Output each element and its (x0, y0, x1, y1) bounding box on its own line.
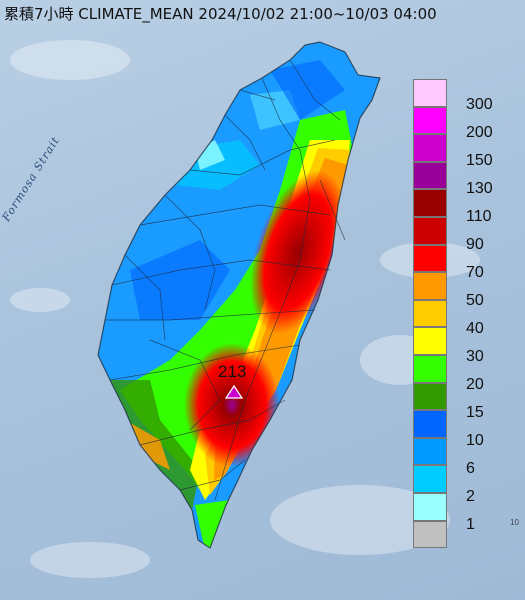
corner-mark: 10 (510, 518, 519, 527)
legend-label-150: 150 (466, 152, 493, 169)
legend-swatch-40 (413, 299, 447, 328)
legend-label-300: 300 (466, 96, 493, 113)
legend-swatch-90 (413, 217, 447, 245)
boundaries (97, 41, 381, 549)
legend-swatch-130 (413, 161, 447, 190)
legend-label-110: 110 (466, 208, 492, 225)
legend-label-50: 50 (466, 292, 484, 309)
legend-swatch-300 (413, 79, 447, 107)
legend-label-2: 2 (466, 488, 475, 505)
legend-swatch-30 (413, 327, 447, 355)
legend-label-200: 200 (466, 124, 493, 141)
legend-swatch-20 (413, 355, 447, 383)
legend-label-10: 10 (466, 432, 484, 449)
legend-label-70: 70 (466, 264, 484, 281)
map-title: 累積7小時 CLIMATE_MEAN 2024/10/02 21:00~10/0… (4, 5, 437, 23)
peak-triangle-icon (224, 384, 244, 399)
legend-label-90: 90 (466, 236, 484, 253)
legend-swatch-2 (413, 465, 447, 493)
legend-label-130: 130 (466, 180, 493, 197)
legend-label-20: 20 (466, 376, 484, 393)
legend-label-15: 15 (466, 404, 484, 421)
legend-label-1: 1 (466, 516, 475, 533)
legend-swatch-150 (413, 134, 447, 162)
legend-swatch-6 (413, 437, 447, 466)
legend-swatch-50 (413, 272, 447, 300)
legend-label-40: 40 (466, 320, 484, 337)
legend-label-6: 6 (466, 460, 475, 477)
legend-swatch-70 (413, 244, 447, 273)
legend-swatch-0 (413, 520, 447, 549)
legend-swatch-15 (413, 382, 447, 411)
legend-swatch-200 (413, 106, 447, 135)
legend-swatch-10 (413, 410, 447, 438)
legend-swatch-1 (413, 493, 447, 521)
legend-label-30: 30 (466, 348, 484, 365)
peak-value: 213 (218, 362, 247, 381)
legend-swatch-110 (413, 189, 447, 217)
